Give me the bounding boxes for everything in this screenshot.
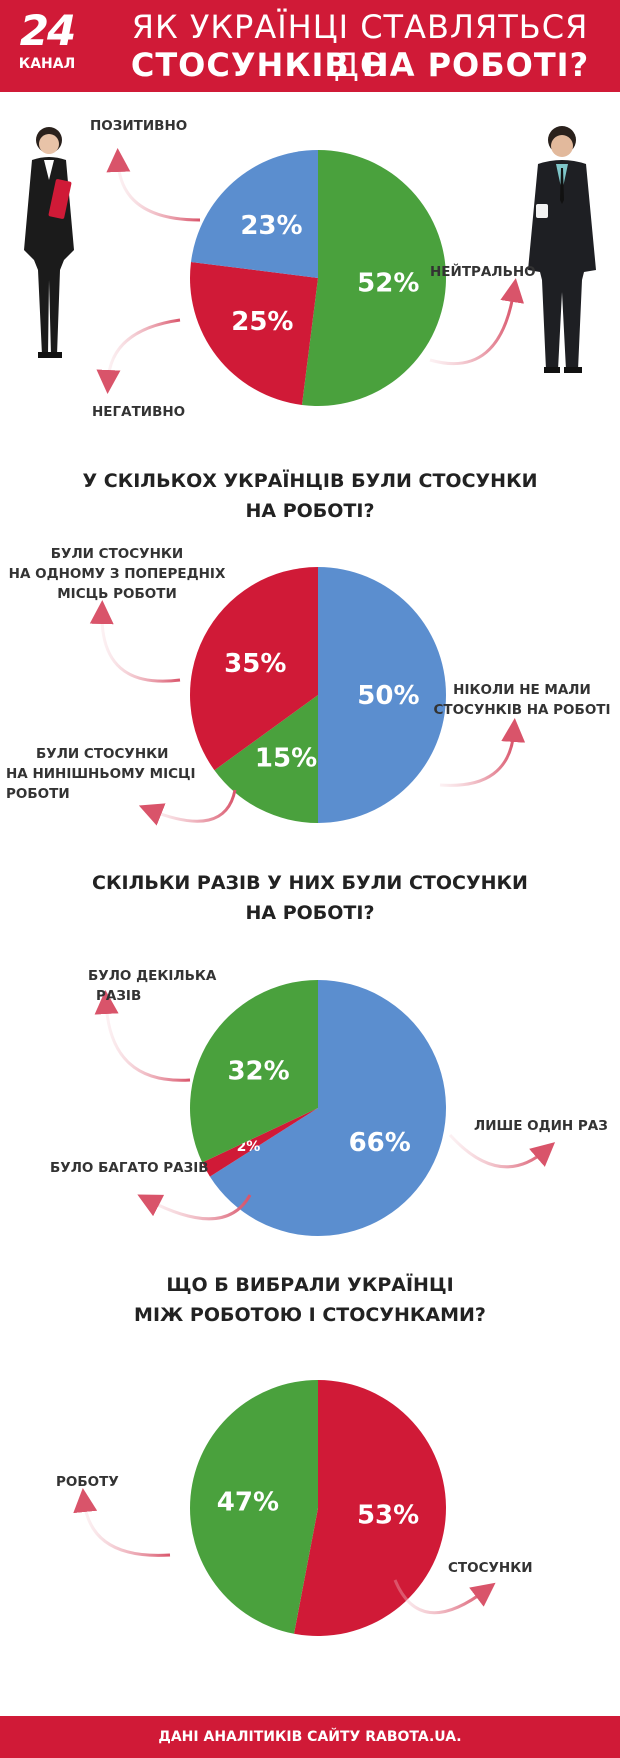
page-title-line2: СТОСУНКІВ НА РОБОТІ? (130, 46, 590, 84)
page-title-line1: ЯК УКРАЇНЦІ СТАВЛЯТЬСЯ ДО (131, 8, 589, 84)
chart3-title: СКІЛЬКИ РАЗІВ У НИХ БУЛИ СТОСУНКИ НА РОБ… (0, 868, 620, 928)
label-previous-workplace: БУЛИ СТОСУНКИ НА ОДНОМУ З ПОПЕРЕДНІХ МІС… (8, 546, 226, 602)
chart2-slice-3 (190, 567, 318, 771)
label-many-times: БУЛО БАГАТО РАЗІВ (50, 1160, 209, 1176)
footer-source: ДАНІ АНАЛІТИКІВ САЙТУ RABOTA.UA. (0, 1716, 620, 1758)
label-negative: НЕГАТИВНО (92, 404, 186, 420)
chart2-slice-2 (214, 695, 318, 823)
chart3-slice-1 (209, 980, 446, 1237)
chart4-title: ЩО Б ВИБРАЛИ УКРАЇНЦІ МІЖ РОБОТОЮ І СТОС… (0, 1270, 620, 1330)
arrow-relationships (393, 1579, 496, 1615)
arrow-work (73, 1488, 171, 1557)
chart1-slice-2-label: 25% (231, 307, 293, 337)
chart3-title-line1: СКІЛЬКИ РАЗІВ У НИХ БУЛИ СТОСУНКИ (92, 872, 528, 894)
arrow-previous (89, 600, 181, 683)
chart1-slice-1-label: 52% (357, 268, 419, 298)
chart2-slice-3-label: 35% (224, 649, 286, 679)
chart1-slice-3 (191, 150, 318, 278)
chart3-slice-2 (202, 1108, 318, 1177)
arrow-once (448, 1133, 556, 1169)
chart4-title-line1: ЩО Б ВИБРАЛИ УКРАЇНЦІ (166, 1274, 454, 1296)
label-work: РОБОТУ (56, 1474, 119, 1490)
arrow-several (94, 990, 191, 1082)
chart2-title-line2: НА РОБОТІ? (245, 500, 375, 522)
arrow-positive (106, 148, 201, 222)
chart1-slice-2 (190, 261, 318, 405)
arrow-never (439, 718, 526, 787)
chart2-title: У СКІЛЬКОХ УКРАЇНЦІВ БУЛИ СТОСУНКИ НА РО… (0, 466, 620, 526)
label-current-workplace: БУЛИ СТОСУНКИ НА НИНІШНЬОМУ МІСЦІ РОБОТИ (6, 746, 196, 802)
arrow-negative (96, 318, 181, 394)
businessman-illustration (528, 126, 596, 373)
chart4-slice-2 (189, 1380, 318, 1634)
logo-number: 24 (19, 6, 76, 55)
label-neutral: НЕЙТРАЛЬНО (430, 264, 536, 280)
label-only-once: ЛИШЕ ОДИН РАЗ (474, 1118, 608, 1134)
chart1-slice-1 (301, 150, 446, 406)
channel-logo: 24 КАНАЛ (12, 6, 82, 76)
businesswoman-illustration (24, 127, 74, 358)
chart4-slice-2-label: 47% (217, 1487, 279, 1517)
chart3-slice-3-label: 32% (227, 1056, 289, 1086)
chart4-title-line2: МІЖ РОБОТОЮ І СТОСУНКАМИ? (134, 1304, 486, 1326)
logo-word: КАНАЛ (18, 56, 76, 72)
chart2-slice-1 (318, 567, 446, 823)
label-several-times: БУЛО ДЕКІЛЬКА РАЗІВ (88, 968, 217, 1004)
header-banner: 24 КАНАЛ ЯК УКРАЇНЦІ СТАВЛЯТЬСЯ ДО СТОСУ… (0, 0, 620, 92)
arrow-many (137, 1194, 252, 1221)
label-positive: ПОЗИТИВНО (90, 118, 188, 134)
chart3-slice-1-label: 66% (349, 1128, 411, 1158)
label-never-had: НІКОЛИ НЕ МАЛИ СТОСУНКІВ НА РОБОТІ (433, 682, 611, 718)
chart3-slice-3 (189, 980, 318, 1163)
chart2-slice-2-label: 15% (255, 744, 317, 774)
arrow-neutral (429, 278, 525, 366)
chart1-slice-3-label: 23% (240, 211, 302, 241)
chart2-title-line1: У СКІЛЬКОХ УКРАЇНЦІВ БУЛИ СТОСУНКИ (82, 470, 538, 492)
arrow-current (138, 789, 237, 826)
chart4-slice-1-label: 53% (357, 1501, 419, 1531)
chart4-slice-1 (294, 1380, 446, 1636)
chart2-slice-1-label: 50% (357, 681, 419, 711)
chart3-title-line2: НА РОБОТІ? (245, 902, 375, 924)
label-relationships: СТОСУНКИ (448, 1560, 533, 1576)
